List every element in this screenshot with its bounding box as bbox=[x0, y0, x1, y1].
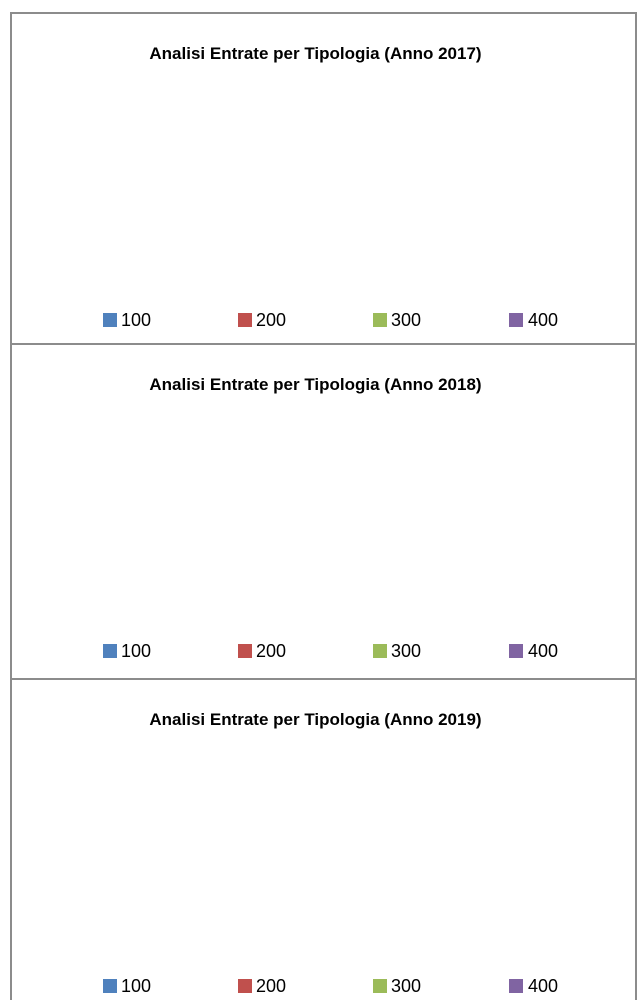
legend-swatch bbox=[509, 644, 523, 658]
legend-swatch bbox=[509, 313, 523, 327]
legend-label: 100 bbox=[121, 976, 152, 996]
legend-label: 100 bbox=[121, 641, 152, 661]
legend-label: 200 bbox=[256, 641, 287, 661]
chart-title: Analisi Entrate per Tipologia (Anno 2019… bbox=[149, 710, 482, 729]
legend-swatch bbox=[238, 313, 252, 327]
legend-swatch bbox=[103, 313, 117, 327]
chart-panel: Analisi Entrate per Tipologia (Anno 2019… bbox=[10, 678, 637, 1000]
chart-title: Analisi Entrate per Tipologia (Anno 2018… bbox=[149, 375, 482, 394]
chart-title: Analisi Entrate per Tipologia (Anno 2017… bbox=[149, 44, 482, 63]
legend-swatch bbox=[373, 979, 387, 993]
legend-swatch bbox=[509, 979, 523, 993]
legend-label: 400 bbox=[528, 641, 559, 661]
legend-swatch bbox=[373, 644, 387, 658]
legend-label: 400 bbox=[528, 976, 559, 996]
chart-panel: Analisi Entrate per Tipologia (Anno 2018… bbox=[10, 343, 637, 680]
legend-label: 200 bbox=[256, 310, 287, 330]
legend-label: 400 bbox=[528, 310, 559, 330]
chart-panel: Analisi Entrate per Tipologia (Anno 2017… bbox=[10, 12, 637, 345]
legend-swatch bbox=[373, 313, 387, 327]
legend-swatch bbox=[103, 979, 117, 993]
legend-label: 100 bbox=[121, 310, 152, 330]
legend-label: 300 bbox=[391, 641, 422, 661]
legend-swatch bbox=[238, 644, 252, 658]
legend-swatch bbox=[103, 644, 117, 658]
legend-label: 300 bbox=[391, 976, 422, 996]
legend-label: 200 bbox=[256, 976, 287, 996]
legend-swatch bbox=[238, 979, 252, 993]
legend-label: 300 bbox=[391, 310, 422, 330]
